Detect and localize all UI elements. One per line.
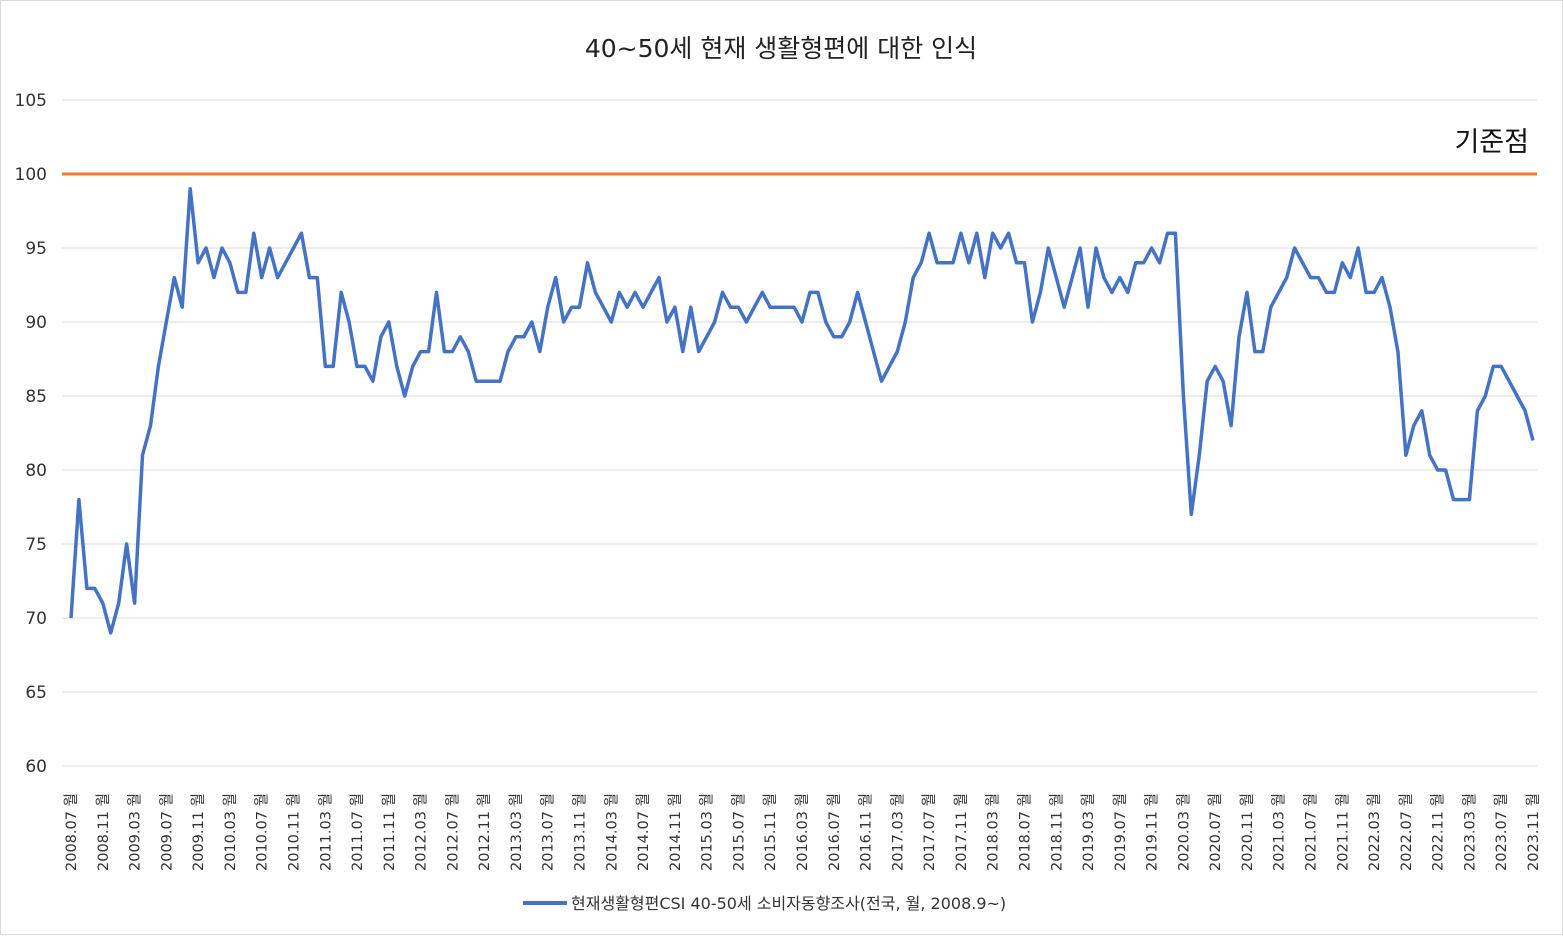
x-tick-label: 2008.11 월 xyxy=(95,793,112,871)
series-group xyxy=(69,187,1535,635)
y-tick-label: 105 xyxy=(15,91,47,111)
x-tick-label: 2011.03 월 xyxy=(317,793,334,871)
x-tick-label: 2018.07 월 xyxy=(1017,793,1034,871)
x-tick-label: 2013.11 월 xyxy=(572,793,589,871)
x-tick-label: 2021.07 월 xyxy=(1303,793,1320,871)
y-tick-label: 70 xyxy=(25,609,47,629)
x-tick-label: 2008.07 월 xyxy=(63,793,80,871)
x-tick-label: 2009.03 월 xyxy=(127,793,144,871)
y-tick-label: 95 xyxy=(25,239,47,259)
x-tick-label: 2012.07 월 xyxy=(444,793,461,871)
y-tick-label: 90 xyxy=(25,313,47,333)
y-axis-ticks: 60 65 70 75 80 85 90 95 100 105 xyxy=(15,91,47,777)
y-tick-label: 60 xyxy=(25,757,47,777)
x-tick-label: 2020.11 월 xyxy=(1239,793,1256,871)
y-tick-label: 80 xyxy=(25,461,47,481)
x-tick-label: 2012.11 월 xyxy=(476,793,493,871)
y-tick-label: 65 xyxy=(25,683,47,703)
x-tick-label: 2010.07 월 xyxy=(254,793,271,871)
series-line xyxy=(69,187,1535,635)
x-tick-label: 2016.07 월 xyxy=(826,793,843,871)
x-tick-label: 2013.03 월 xyxy=(508,793,525,871)
gridlines xyxy=(62,99,1537,767)
x-tick-label: 2016.11 월 xyxy=(858,793,875,871)
x-tick-label: 2020.07 월 xyxy=(1207,793,1224,871)
x-tick-label: 2022.03 월 xyxy=(1366,793,1383,871)
reference-line-label: 기준점 xyxy=(1454,127,1529,158)
x-tick-label: 2009.07 월 xyxy=(158,793,175,871)
x-tick-label: 2016.03 월 xyxy=(794,793,811,871)
x-tick-label: 2022.07 월 xyxy=(1398,793,1415,871)
x-tick-label: 2019.07 월 xyxy=(1112,793,1129,871)
x-tick-label: 2023.11 월 xyxy=(1525,793,1542,871)
x-tick-label: 2017.03 월 xyxy=(889,793,906,871)
legend-entry: 현재생활형편CSI 40-50세 소비자동향조사(전국, 월, 2008.9~) xyxy=(571,894,1006,913)
y-tick-label: 75 xyxy=(25,535,47,555)
chart-title: 40~50세 현재 생활형편에 대한 인식 xyxy=(585,34,977,63)
x-tick-label: 2014.11 월 xyxy=(667,793,684,871)
y-tick-label: 85 xyxy=(25,387,47,407)
x-tick-label: 2011.11 월 xyxy=(381,793,398,871)
x-tick-label: 2015.07 월 xyxy=(730,793,747,871)
legend: 현재생활형편CSI 40-50세 소비자동향조사(전국, 월, 2008.9~) xyxy=(523,894,1006,913)
x-tick-label: 2017.11 월 xyxy=(953,793,970,871)
x-tick-label: 2020.03 월 xyxy=(1175,793,1192,871)
x-tick-label: 2015.11 월 xyxy=(762,793,779,871)
x-tick-label: 2019.11 월 xyxy=(1144,793,1161,871)
x-tick-label: 2010.03 월 xyxy=(222,793,239,871)
x-tick-label: 2023.07 월 xyxy=(1493,793,1510,871)
x-tick-label: 2021.03 월 xyxy=(1271,793,1288,871)
x-tick-label: 2023.03 월 xyxy=(1461,793,1478,871)
x-tick-label: 2022.11 월 xyxy=(1430,793,1447,871)
x-tick-label: 2009.11 월 xyxy=(190,793,207,871)
x-tick-label: 2021.11 월 xyxy=(1334,793,1351,871)
x-tick-label: 2015.03 월 xyxy=(699,793,716,871)
reference-line-group: 기준점 xyxy=(62,127,1537,176)
x-tick-label: 2014.03 월 xyxy=(603,793,620,871)
x-tick-label: 2011.07 월 xyxy=(349,793,366,871)
y-tick-label: 100 xyxy=(15,165,47,185)
x-tick-label: 2018.11 월 xyxy=(1048,793,1065,871)
x-tick-label: 2017.07 월 xyxy=(921,793,938,871)
x-tick-label: 2019.03 월 xyxy=(1080,793,1097,871)
x-tick-label: 2014.07 월 xyxy=(635,793,652,871)
x-tick-label: 2012.03 월 xyxy=(413,793,430,871)
x-tick-label: 2010.11 월 xyxy=(286,793,303,871)
x-axis-ticks: 2008.07 월 2008.11 월 2009.03 월 2009.07 월 2009… xyxy=(63,793,1542,871)
x-tick-label: 2018.03 월 xyxy=(985,793,1002,871)
x-tick-label: 2013.07 월 xyxy=(540,793,557,871)
